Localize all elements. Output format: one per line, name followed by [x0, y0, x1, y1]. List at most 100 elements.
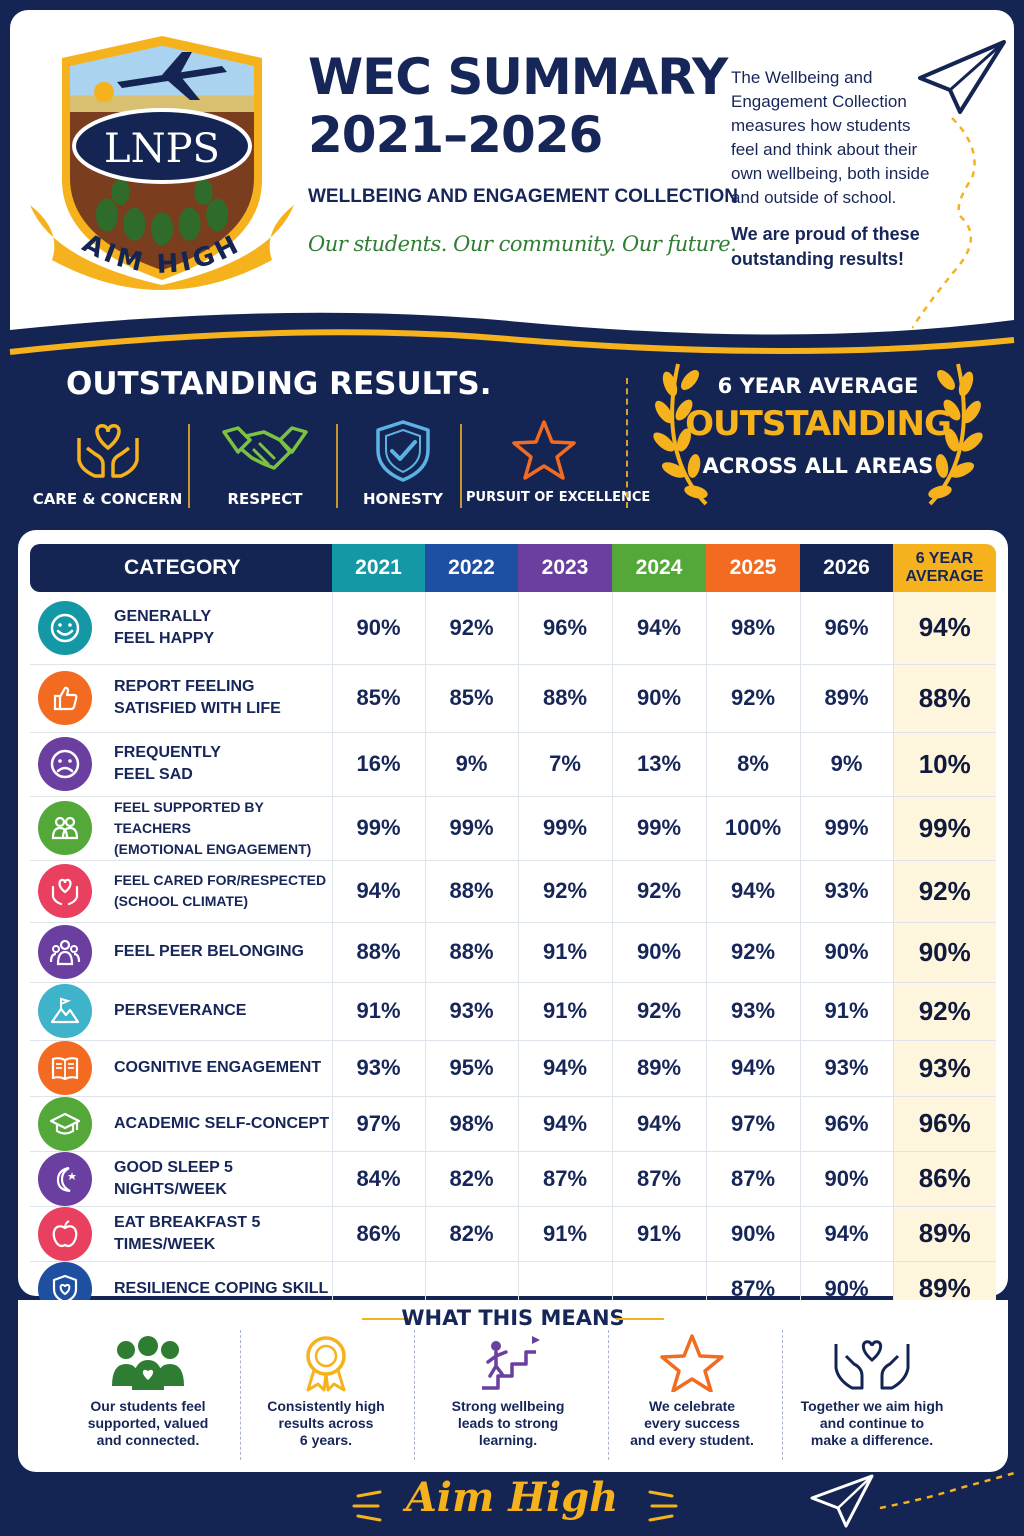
what-this-means-panel: WHAT THIS MEANS Our students feel suppor… — [18, 1300, 1008, 1472]
values-title: OUTSTANDING RESULTS. — [66, 366, 492, 402]
table-row: FEEL CARED FOR/RESPECTED (SCHOOL CLIMATE… — [30, 860, 996, 923]
means-text: Together we aim high and continue to mak… — [800, 1398, 944, 1448]
hands-heart-outline-icon — [834, 1340, 910, 1390]
graduation-cap-icon — [38, 1096, 92, 1151]
value-cell: 13% — [611, 732, 706, 797]
value-cell: 92% — [705, 922, 800, 983]
value-cell: 89% — [799, 664, 893, 733]
value-cell: 87% — [705, 1151, 800, 1207]
value-pursuit-excellence: PURSUIT OF EXCELLENCE — [466, 410, 650, 520]
divider — [362, 1318, 410, 1320]
value-cell: 92% — [517, 860, 612, 923]
category-cell: FEEL CARED FOR/RESPECTED (SCHOOL CLIMATE… — [30, 860, 332, 923]
value-cell: 87% — [517, 1151, 612, 1207]
award-line2: OUTSTANDING — [685, 404, 952, 444]
school-crest: LNPS AIM HIGH — [30, 36, 294, 290]
category-wrap: FEEL CARED FOR/RESPECTED (SCHOOL CLIMATE… — [38, 864, 332, 918]
value-cell: 88% — [517, 664, 612, 733]
value-cell: 93% — [705, 982, 800, 1041]
value-cell: 90% — [705, 1206, 800, 1262]
book-icon — [38, 1041, 92, 1095]
page-title-line2: 2021–2026 — [308, 106, 603, 164]
value-cell: 92% — [611, 860, 706, 923]
value-cell: 88% — [424, 860, 518, 923]
table-header-row: CATEGORY 2021 2022 2023 2024 2025 2026 6… — [30, 544, 996, 592]
year-header: 2022 — [425, 544, 518, 592]
handshake-icon — [222, 426, 308, 470]
category-cell: REPORT FEELING SATISFIED WITH LIFE — [30, 664, 332, 733]
value-cell: 97% — [705, 1096, 800, 1152]
value-cell: 85% — [424, 664, 518, 733]
average-header: 6 YEAR AVERAGE — [893, 544, 996, 592]
average-header-line2: AVERAGE — [905, 568, 984, 585]
airplane-icon — [117, 52, 227, 100]
table-row: ACADEMIC SELF-CONCEPT 97% 98% 94% 94% 97% 96% 9… — [30, 1096, 996, 1152]
category-cell: GENERALLY FEEL HAPPY — [30, 592, 332, 665]
category-cell: FEEL PEER BELONGING — [30, 922, 332, 983]
category-label: ACADEMIC SELF-CONCEPT — [114, 1114, 330, 1132]
means-text: We celebrate every success and every stu… — [630, 1398, 754, 1448]
divider — [240, 1330, 241, 1460]
tagline: Our students. Our community. Our future. — [308, 232, 737, 256]
value-cell: 82% — [424, 1206, 518, 1262]
means-item: Together we aim high and continue to mak… — [782, 1334, 962, 1449]
value-cell: 94% — [517, 1040, 612, 1097]
value-cell: 9% — [424, 732, 518, 797]
value-cell: 99% — [517, 796, 612, 861]
value-cell: 92% — [611, 982, 706, 1041]
means-item: Our students feel supported, valued and … — [58, 1334, 238, 1449]
means-item: We celebrate every success and every stu… — [602, 1334, 782, 1449]
value-label: CARE & CONCERN — [32, 490, 183, 508]
category-wrap: ACADEMIC SELF-CONCEPT — [38, 1096, 332, 1151]
category-wrap: FREQUENTLY FEEL SAD — [38, 737, 332, 791]
table-row: EAT BREAKFAST 5 TIMES/WEEK 86% 82% 91% 91% 90… — [30, 1206, 996, 1262]
star-icon — [512, 420, 576, 480]
category-wrap: REPORT FEELING SATISFIED WITH LIFE — [38, 671, 332, 725]
climbing-steps-icon — [482, 1336, 540, 1390]
value-cell: 93% — [799, 860, 893, 923]
value-cell: 94% — [517, 1096, 612, 1152]
category-wrap: GENERALLY FEEL HAPPY — [38, 600, 332, 655]
value-cell: 91% — [331, 982, 425, 1041]
value-cell: 94% — [799, 1206, 893, 1262]
value-label: HONESTY — [362, 490, 443, 508]
category-wrap: PERSEVERANCE — [38, 984, 332, 1038]
value-cell: 82% — [424, 1151, 518, 1207]
category-label: GOOD SLEEP 5 NIGHTS/WEEK — [114, 1158, 233, 1198]
value-cell: 96% — [799, 1096, 893, 1152]
category-label: PERSEVERANCE — [114, 1002, 247, 1019]
category-cell: COGNITIVE ENGAGEMENT — [30, 1040, 332, 1097]
category-label: GENERALLY FEEL HAPPY — [114, 607, 215, 647]
average-cell: 86% — [892, 1151, 996, 1207]
value-cell: 85% — [331, 664, 425, 733]
average-cell: 88% — [892, 664, 996, 733]
moon-icon — [38, 1151, 92, 1206]
category-wrap: FEEL PEER BELONGING — [38, 925, 332, 979]
category-wrap: FEEL SUPPORTED BY TEACHERS (EMOTIONAL EN… — [38, 797, 332, 860]
intro-block: The Wellbeing and Engagement Collection … — [731, 66, 941, 272]
header-wave — [9, 312, 1015, 380]
mountain-flag-icon — [38, 984, 92, 1038]
shield-check-icon — [376, 420, 430, 482]
category-label: RESILIENCE COPING SKILL — [114, 1279, 329, 1297]
value-cell: 90% — [799, 1151, 893, 1207]
category-wrap: EAT BREAKFAST 5 TIMES/WEEK — [38, 1206, 332, 1261]
category-label: FEEL CARED FOR/RESPECTED (SCHOOL CLIMATE… — [114, 872, 327, 909]
value-cell: 98% — [424, 1096, 518, 1152]
average-cell: 90% — [892, 922, 996, 983]
means-text: Strong wellbeing leads to strong learnin… — [451, 1398, 565, 1448]
footer-decoration — [352, 1490, 678, 1522]
sad-face-icon — [38, 737, 92, 791]
divider — [414, 1330, 415, 1460]
community-icon — [112, 1336, 184, 1390]
value-cell: 94% — [611, 592, 706, 665]
thumbs-up-icon — [38, 671, 92, 725]
paper-plane-icon — [810, 1470, 1019, 1528]
svg-text:LNPS: LNPS — [104, 126, 220, 172]
award-line3: ACROSS ALL AREAS — [702, 454, 934, 478]
divider — [336, 424, 338, 508]
category-cell: GOOD SLEEP 5 NIGHTS/WEEK — [30, 1151, 332, 1207]
value-cell: 91% — [517, 982, 612, 1041]
value-cell: 96% — [799, 592, 893, 665]
average-cell: 89% — [892, 1206, 996, 1262]
